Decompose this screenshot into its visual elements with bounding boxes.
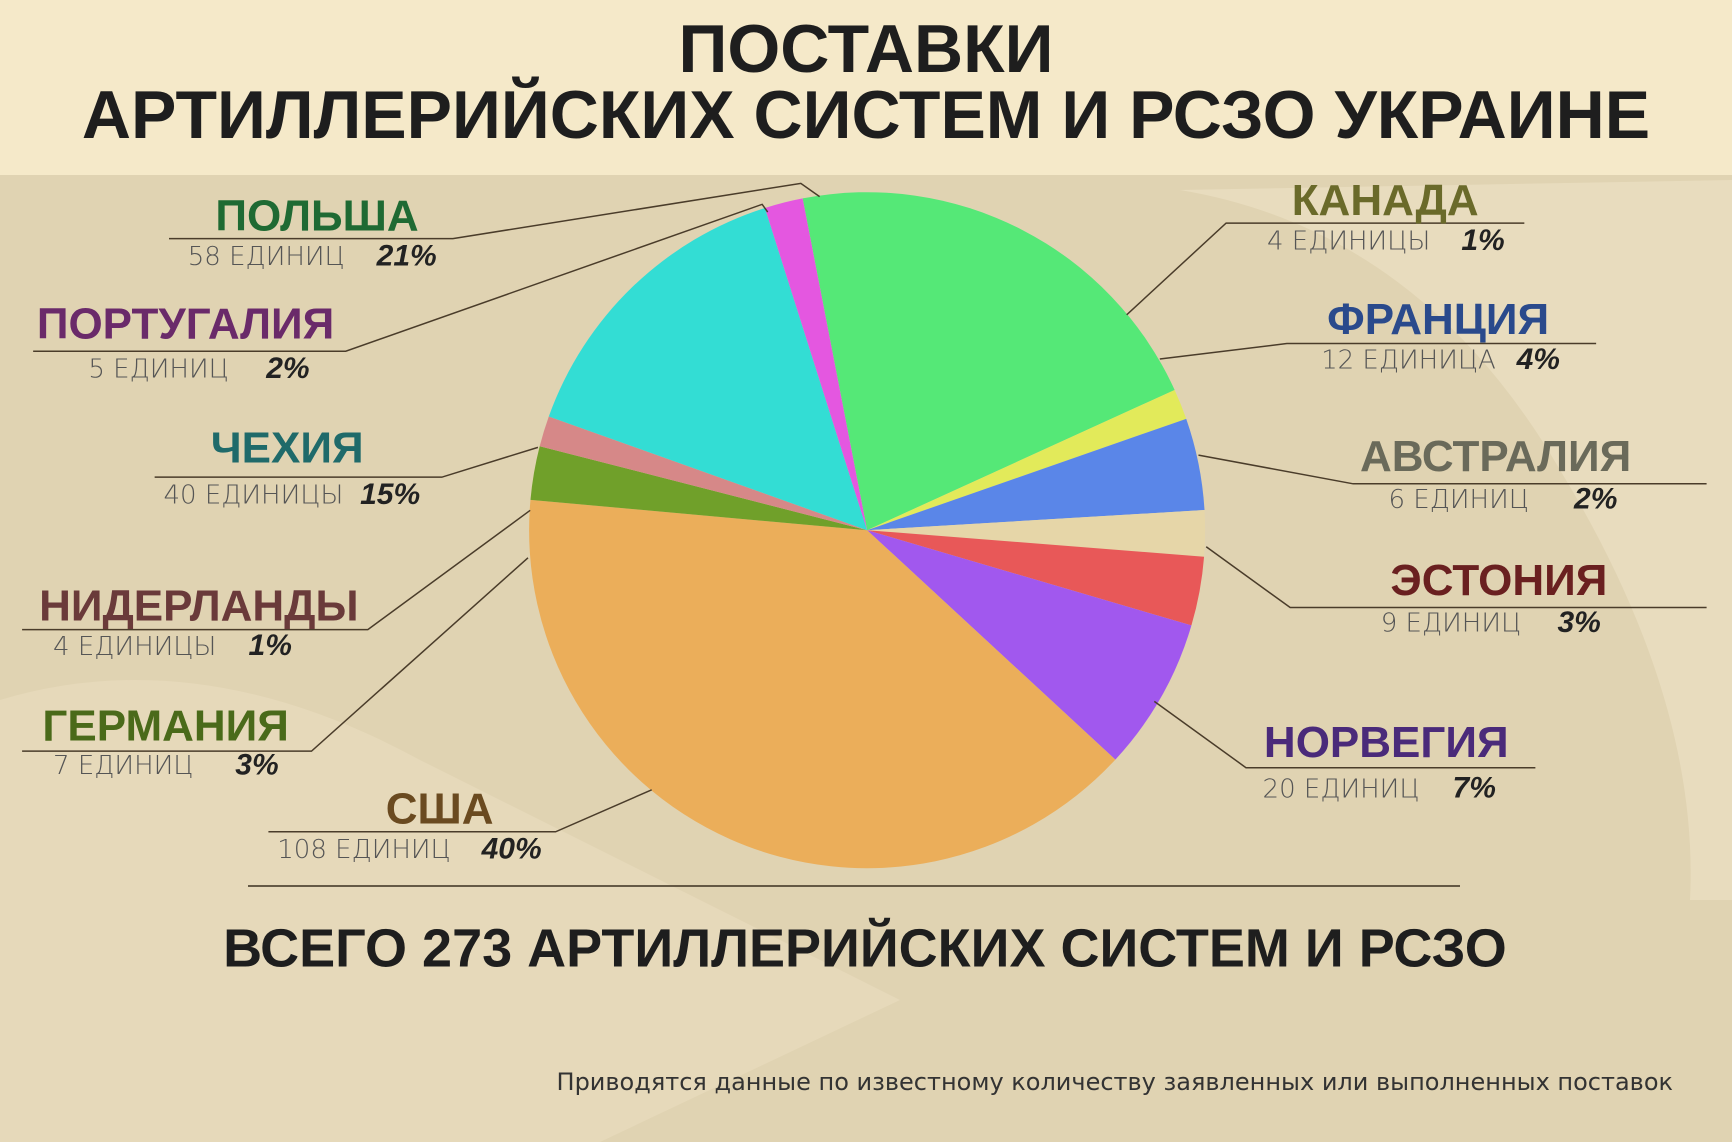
share-label: 4% [1516,343,1560,376]
leader-line [1159,342,1597,360]
units-label: 4 ЕДИНИЦЫ [53,632,216,662]
country-name: ЭСТОНИЯ [1390,556,1607,605]
country-name: ПОЛЬША [215,191,418,240]
country-name: ЧЕХИЯ [211,423,364,472]
share-label: 7% [1453,772,1496,805]
leader-line [1126,222,1525,316]
total-text: ВСЕГО 273 АРТИЛЛЕРИЙСКИХ СИСТЕМ И РСЗО [223,917,1507,978]
map-shape [1180,180,1732,900]
units-label: 4 ЕДИНИЦЫ [1267,226,1430,256]
units-label: 20 ЕДИНИЦ [1263,774,1420,804]
leader-line [22,557,529,752]
country-name: ГЕРМАНИЯ [42,702,289,751]
leader-line [268,789,653,833]
share-label: 1% [1461,224,1504,257]
share-label: 2% [265,352,309,385]
pie-slice [530,446,868,531]
share-label: 1% [249,629,292,662]
leader-line [1205,546,1707,609]
map-shape [0,680,900,1142]
chart-title: АРТИЛЛЕРИЙСКИХ СИСТЕМ И РСЗО УКРАИНЕ [82,76,1650,153]
pie-slice [867,389,1187,531]
pie-slice [867,510,1206,557]
country-name: НИДЕРЛАНДЫ [39,581,359,630]
units-label: 9 ЕДИНИЦ [1381,609,1521,639]
pie [529,192,1206,869]
country-name: ФРАНЦИЯ [1327,295,1549,344]
header-band [0,0,1732,175]
country-name: ПОРТУГАЛИЯ [37,300,334,349]
units-label: 7 ЕДИНИЦ [53,751,193,781]
units-label: 12 ЕДИНИЦА [1321,346,1496,376]
units-label: 6 ЕДИНИЦ [1388,485,1528,515]
chart-title: ПОСТАВКИ [678,11,1053,87]
share-label: 3% [235,749,278,782]
share-label: 3% [1557,606,1600,639]
share-label: 15% [360,478,420,511]
share-label: 40% [481,832,542,865]
country-name: АВСТРАЛИЯ [1360,432,1631,481]
leader-line [33,203,769,353]
leader-line [22,509,531,631]
country-name: США [386,785,494,834]
share-label: 21% [376,239,437,272]
units-label: 108 ЕДИНИЦ [277,835,451,865]
pie-slice [539,416,868,531]
pie-slice [802,192,1175,531]
pie-slice [867,530,1192,760]
share-label: 2% [1573,482,1617,515]
pie-slice [764,198,868,531]
country-name: КАНАДА [1292,176,1479,225]
units-label: 40 ЕДИНИЦЫ [163,480,343,510]
pie-slice [529,499,1116,869]
pie-slice [548,208,868,531]
leader-line [1198,454,1707,485]
pie-slice [867,418,1205,531]
footnote: Приводятся данные по известному количест… [557,1068,1673,1096]
pie-slice [867,530,1205,626]
leader-line [154,446,539,478]
country-name: НОРВЕГИЯ [1264,718,1509,767]
units-label: 5 ЕДИНИЦ [88,355,228,385]
leader-line [169,182,821,240]
leader-line [1153,700,1536,769]
units-label: 58 ЕДИНИЦ [188,242,345,272]
